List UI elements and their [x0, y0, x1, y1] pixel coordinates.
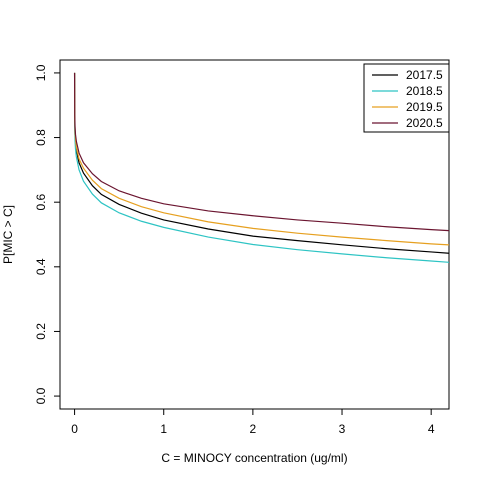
x-tick-label: 3 [339, 422, 346, 436]
y-tick-label: 0.6 [34, 194, 48, 211]
x-axis: 0 1 2 3 4 [71, 409, 435, 436]
x-tick-label: 1 [160, 422, 167, 436]
legend-label: 2017.5 [406, 68, 443, 82]
y-tick-label: 0.4 [34, 258, 48, 275]
y-tick-label: 0.8 [34, 129, 48, 146]
x-tick-label: 0 [71, 422, 78, 436]
y-axis-label: P[MIC > C] [1, 205, 15, 264]
legend-label: 2020.5 [406, 116, 443, 130]
legend-label: 2019.5 [406, 100, 443, 114]
legend: 2017.5 2018.5 2019.5 2020.5 [364, 64, 449, 132]
legend-label: 2018.5 [406, 84, 443, 98]
y-axis: 0.0 0.2 0.4 0.6 0.8 1.0 [34, 64, 60, 404]
x-axis-label: C = MINOCY concentration (ug/ml) [161, 451, 347, 465]
y-tick-label: 0.2 [34, 323, 48, 340]
y-tick-label: 1.0 [34, 64, 48, 81]
y-tick-label: 0.0 [34, 387, 48, 404]
x-tick-label: 2 [250, 422, 257, 436]
x-tick-label: 4 [428, 422, 435, 436]
